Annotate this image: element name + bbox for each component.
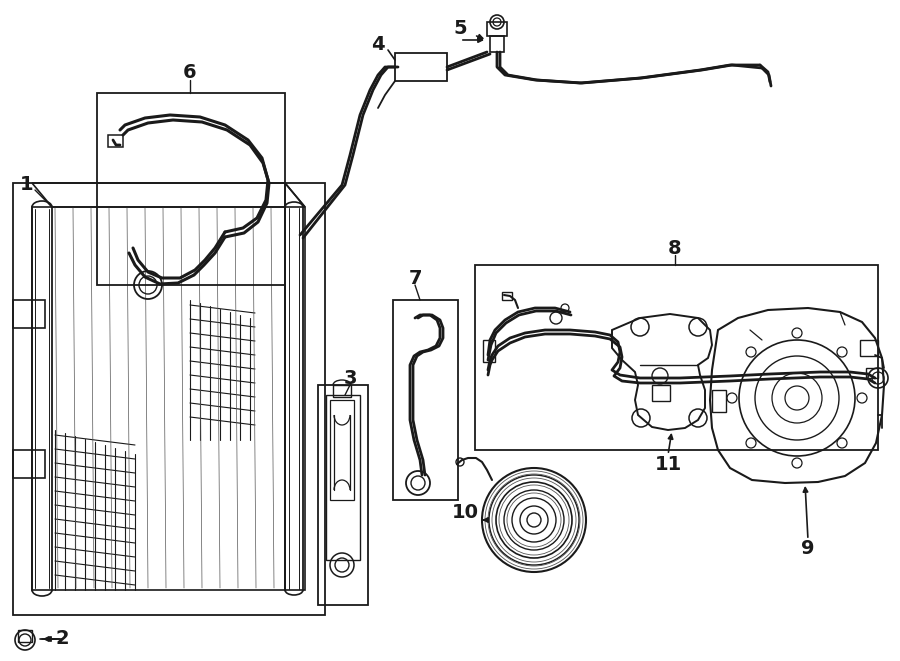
Bar — [487, 22, 507, 36]
Text: 5: 5 — [454, 19, 467, 38]
Bar — [393, 300, 458, 500]
Bar — [333, 385, 351, 397]
Bar — [652, 385, 670, 401]
Bar — [326, 395, 360, 560]
Bar — [502, 292, 512, 300]
Bar — [18, 630, 32, 642]
Bar — [866, 368, 878, 378]
Bar — [475, 265, 878, 450]
Text: 8: 8 — [668, 239, 682, 258]
Bar — [860, 340, 878, 356]
Text: 2: 2 — [55, 629, 68, 648]
Text: 6: 6 — [184, 63, 197, 83]
Text: 9: 9 — [801, 539, 814, 557]
Text: 11: 11 — [654, 455, 681, 475]
Bar — [490, 36, 504, 52]
Bar — [108, 135, 123, 147]
Text: 7: 7 — [409, 268, 422, 288]
Bar — [330, 400, 354, 500]
Bar — [483, 340, 495, 362]
Text: 10: 10 — [452, 502, 479, 522]
Bar — [13, 183, 325, 615]
Bar — [712, 390, 726, 412]
Text: 4: 4 — [371, 36, 385, 54]
Bar — [13, 300, 45, 328]
Bar — [395, 53, 447, 81]
Bar — [318, 385, 368, 605]
Text: 1: 1 — [20, 176, 34, 194]
Bar — [13, 450, 45, 478]
Bar — [97, 93, 285, 285]
Text: 3: 3 — [343, 368, 356, 387]
